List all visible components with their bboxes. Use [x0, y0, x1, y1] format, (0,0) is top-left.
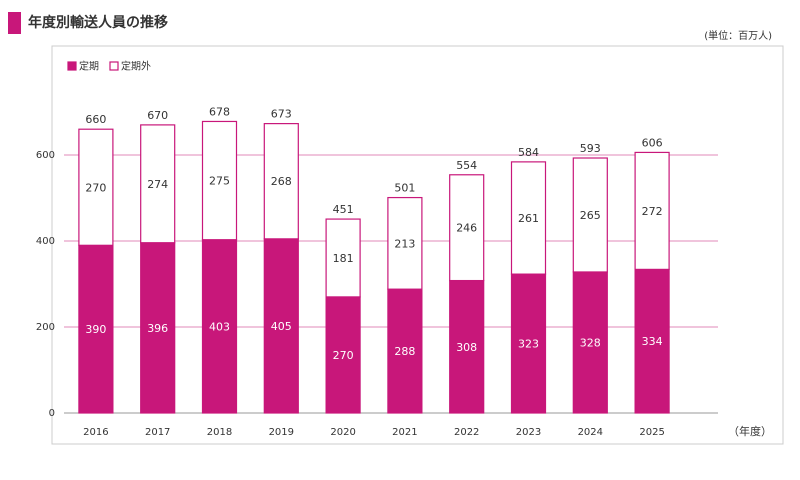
bar-segment	[387, 196, 423, 290]
value-label: 334	[642, 335, 663, 348]
value-label: 272	[642, 205, 663, 218]
bar-segment	[634, 268, 670, 414]
bar-segment	[201, 120, 238, 241]
bar-segment	[510, 161, 547, 275]
total-label: 670	[147, 109, 168, 122]
y-tick-label: 0	[49, 408, 55, 419]
value-label: 323	[518, 338, 539, 351]
x-axis-label: （年度）	[728, 424, 772, 438]
bar-segment	[449, 174, 485, 282]
unit-label: (単位：百万人)	[704, 29, 772, 42]
y-tick-label: 600	[36, 150, 55, 161]
total-label: 673	[271, 108, 292, 121]
total-label: 678	[209, 105, 230, 118]
x-tick-label: 2019	[269, 427, 294, 438]
title-marker	[8, 12, 21, 34]
legend-label: 定期	[79, 60, 99, 73]
bar-segment	[78, 244, 114, 414]
x-tick-label: 2022	[454, 427, 479, 438]
bar-segment	[510, 273, 547, 414]
x-tick-label: 2016	[83, 427, 108, 438]
bar-segment	[387, 288, 423, 414]
value-label: 403	[209, 320, 230, 333]
legend-swatch	[67, 61, 77, 71]
total-label: 584	[518, 146, 539, 159]
total-label: 593	[580, 142, 601, 155]
legend-swatch	[109, 61, 119, 71]
total-label: 606	[642, 136, 663, 149]
total-label: 501	[394, 182, 415, 195]
x-tick-label: 2017	[145, 427, 170, 438]
bar-segment	[263, 123, 299, 240]
legend-label: 定期外	[121, 60, 151, 73]
x-tick-label: 2025	[639, 427, 664, 438]
total-label: 554	[456, 159, 477, 172]
bar-segment	[140, 124, 176, 244]
value-label: 270	[85, 181, 106, 194]
x-tick-label: 2024	[578, 427, 603, 438]
value-label: 308	[456, 341, 477, 354]
chart-frame	[51, 45, 784, 445]
y-tick-label: 400	[36, 236, 55, 247]
bar-segment	[325, 296, 361, 414]
bar-segment	[263, 238, 299, 414]
bar-segment	[572, 157, 608, 273]
x-tick-label: 2018	[207, 427, 232, 438]
value-label: 181	[333, 252, 354, 265]
value-label: 328	[580, 336, 601, 349]
value-label: 261	[518, 212, 539, 225]
x-tick-label: 2020	[330, 427, 355, 438]
value-label: 213	[394, 237, 415, 250]
bar-segment	[572, 271, 608, 414]
bar-segment	[78, 128, 114, 246]
value-label: 396	[147, 322, 168, 335]
chart-title: 年度別輸送人員の推移	[28, 14, 168, 31]
bar-segment	[449, 279, 485, 414]
value-label: 265	[580, 209, 601, 222]
value-label: 275	[209, 175, 230, 188]
value-label: 405	[271, 320, 292, 333]
x-tick-label: 2021	[392, 427, 417, 438]
value-label: 270	[333, 349, 354, 362]
x-tick-label: 2023	[516, 427, 541, 438]
bar-segment	[140, 242, 176, 414]
y-tick-label: 200	[36, 322, 55, 333]
bar-segment	[634, 151, 670, 270]
value-label: 246	[456, 222, 477, 235]
total-label: 451	[333, 203, 354, 216]
value-label: 390	[85, 323, 106, 336]
bar-segment	[201, 239, 238, 414]
value-label: 274	[147, 178, 168, 191]
total-label: 660	[85, 113, 106, 126]
value-label: 268	[271, 175, 292, 188]
value-label: 288	[394, 345, 415, 358]
bar-segment	[325, 218, 361, 298]
